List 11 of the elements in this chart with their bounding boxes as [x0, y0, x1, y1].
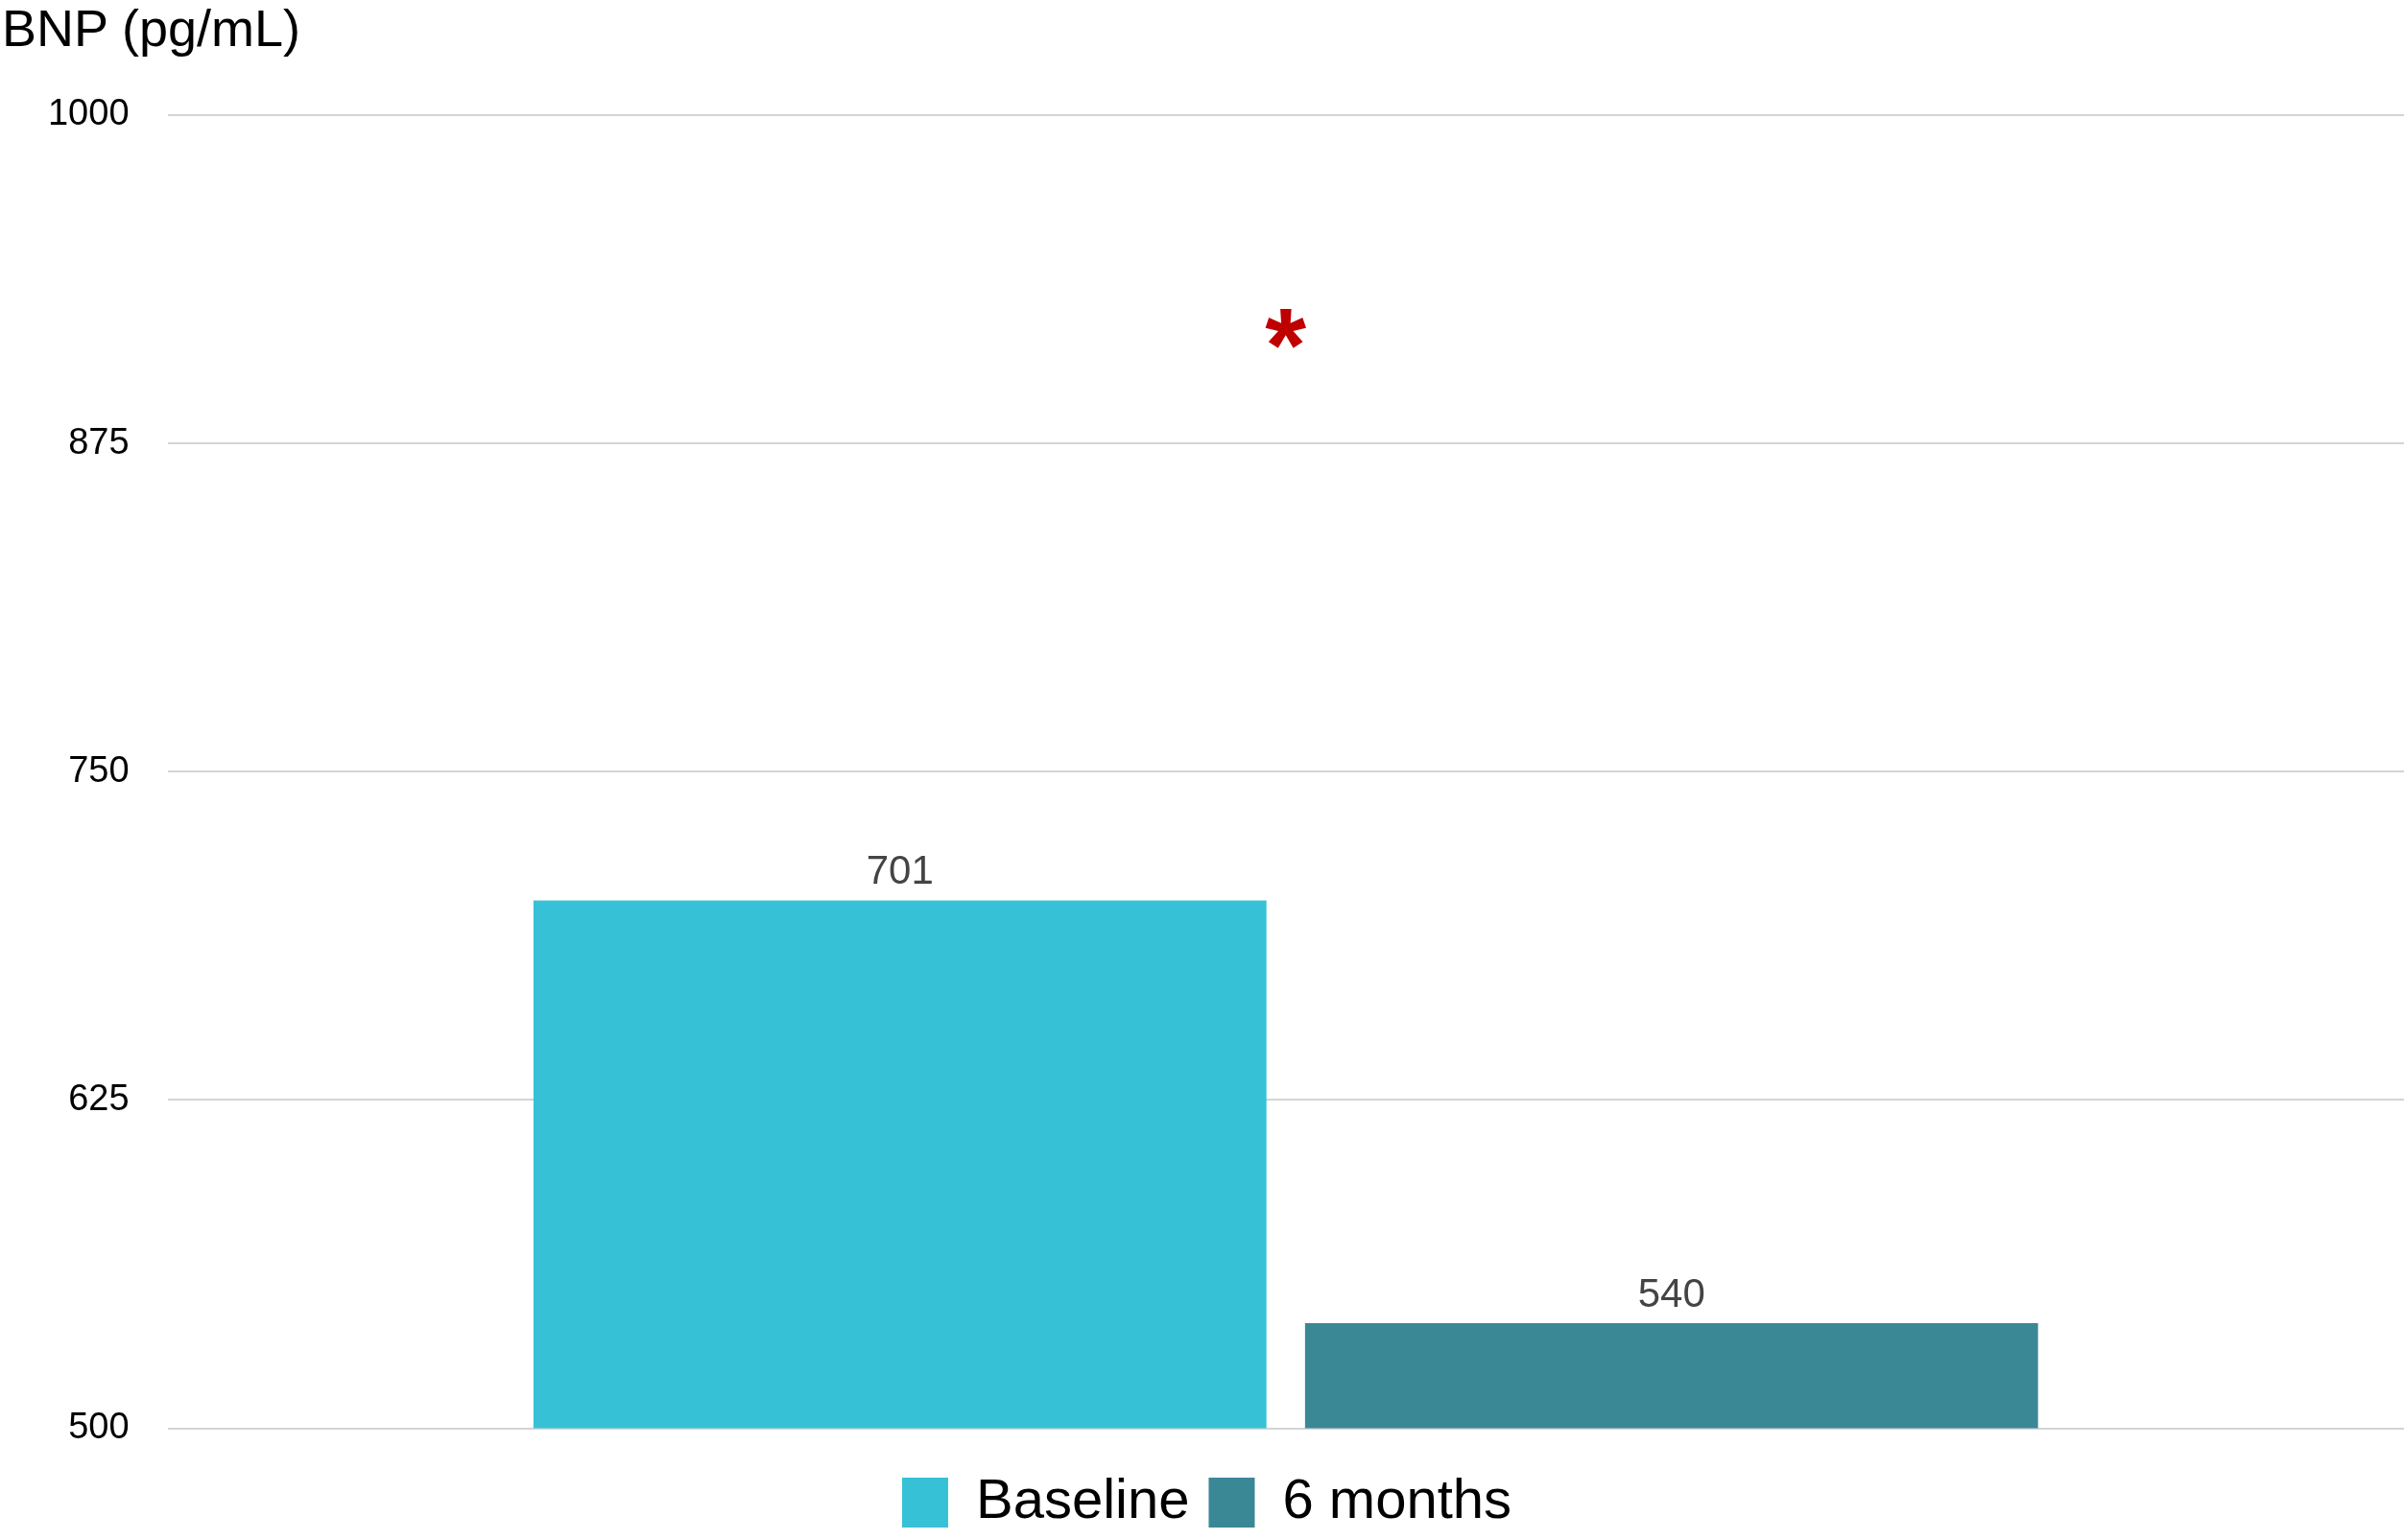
- y-tick-label: 875: [68, 420, 130, 462]
- y-tick-label: 625: [68, 1077, 130, 1118]
- data-label: 701: [866, 847, 934, 892]
- data-label: 540: [1637, 1269, 1705, 1315]
- legend-label: 6 months: [1282, 1467, 1512, 1529]
- y-axis-title: BNP (pg/mL): [2, 0, 301, 57]
- y-tick-label: 1000: [47, 92, 130, 133]
- y-tick-label: 750: [68, 748, 130, 790]
- annotation: *: [1265, 284, 1307, 403]
- y-tick-label: 500: [68, 1406, 130, 1447]
- legend-label: Baseline: [975, 1467, 1190, 1529]
